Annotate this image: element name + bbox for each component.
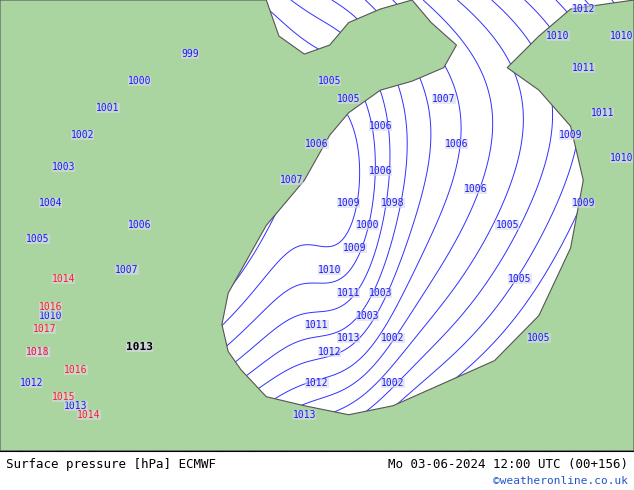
- Text: 1018: 1018: [26, 346, 50, 357]
- Text: 1005: 1005: [337, 94, 361, 104]
- Text: Surface pressure [hPa] ECMWF: Surface pressure [hPa] ECMWF: [6, 458, 216, 471]
- Text: 1007: 1007: [432, 94, 456, 104]
- Text: 1002: 1002: [381, 333, 405, 343]
- Text: 1002: 1002: [381, 378, 405, 388]
- Text: 1006: 1006: [368, 121, 392, 131]
- Text: 1007: 1007: [115, 266, 139, 275]
- Text: 1010: 1010: [609, 153, 633, 163]
- Text: 1006: 1006: [127, 220, 152, 230]
- Text: 1006: 1006: [305, 139, 329, 149]
- Text: 1010: 1010: [609, 31, 633, 41]
- Text: 1000: 1000: [127, 76, 152, 86]
- Text: 1016: 1016: [64, 365, 88, 375]
- Text: 1010: 1010: [546, 31, 570, 41]
- Text: 1003: 1003: [368, 288, 392, 298]
- Text: 1011: 1011: [337, 288, 361, 298]
- Text: 1013: 1013: [126, 342, 153, 352]
- Text: 1013: 1013: [337, 333, 361, 343]
- Text: 1098: 1098: [381, 198, 405, 208]
- Text: 999: 999: [181, 49, 199, 59]
- Text: 1012: 1012: [571, 4, 595, 14]
- Text: 1015: 1015: [51, 392, 75, 402]
- Text: 1009: 1009: [337, 198, 361, 208]
- Text: 1006: 1006: [463, 184, 488, 195]
- Text: 1005: 1005: [318, 76, 342, 86]
- Text: 1005: 1005: [26, 234, 50, 244]
- Text: 1012: 1012: [20, 378, 44, 388]
- Text: 1000: 1000: [356, 220, 380, 230]
- Text: 1011: 1011: [590, 108, 614, 118]
- Text: 1010: 1010: [39, 311, 63, 320]
- Text: 1003: 1003: [356, 311, 380, 320]
- Text: 1014: 1014: [51, 274, 75, 285]
- Text: 1003: 1003: [51, 162, 75, 172]
- Text: 1002: 1002: [70, 130, 94, 140]
- Text: 1001: 1001: [96, 103, 120, 113]
- Text: 1016: 1016: [39, 301, 63, 312]
- Text: Mo 03-06-2024 12:00 UTC (00+156): Mo 03-06-2024 12:00 UTC (00+156): [387, 458, 628, 471]
- Text: 1007: 1007: [280, 175, 304, 185]
- Text: 1013: 1013: [64, 401, 88, 411]
- Text: 1017: 1017: [32, 324, 56, 334]
- Polygon shape: [0, 0, 634, 451]
- Text: 1009: 1009: [571, 198, 595, 208]
- Text: ©weatheronline.co.uk: ©weatheronline.co.uk: [493, 476, 628, 486]
- Text: 1005: 1005: [495, 220, 519, 230]
- Text: 1004: 1004: [39, 198, 63, 208]
- Text: 1012: 1012: [305, 378, 329, 388]
- Text: 1014: 1014: [77, 410, 101, 420]
- Text: 1009: 1009: [559, 130, 583, 140]
- Text: 1006: 1006: [368, 166, 392, 176]
- Text: 1011: 1011: [571, 63, 595, 73]
- Text: 1010: 1010: [318, 266, 342, 275]
- Text: 1006: 1006: [444, 139, 469, 149]
- Text: 1005: 1005: [508, 274, 532, 285]
- Text: 1005: 1005: [527, 333, 551, 343]
- Text: 1011: 1011: [305, 319, 329, 330]
- Text: 1012: 1012: [318, 346, 342, 357]
- Text: 1011: 1011: [26, 346, 50, 357]
- Text: 1009: 1009: [343, 243, 367, 253]
- Text: 1013: 1013: [292, 410, 316, 420]
